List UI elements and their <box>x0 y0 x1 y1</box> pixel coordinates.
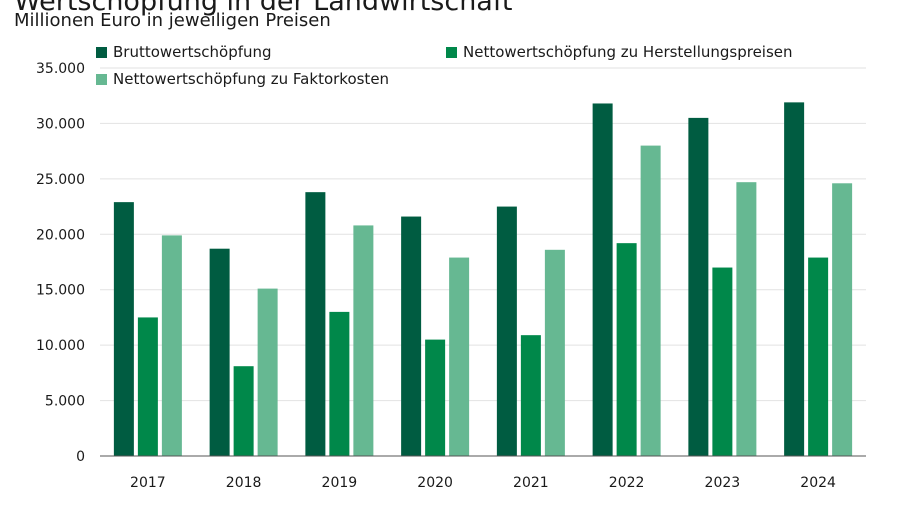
bar-2021-1 <box>496 206 517 456</box>
legend-label: Bruttowertschöpfung <box>113 43 272 61</box>
bar-2022-2 <box>616 243 637 456</box>
bar-2019-3 <box>353 225 374 456</box>
y-tick-label: 20.000 <box>36 227 85 243</box>
bar-2023-3 <box>736 182 757 456</box>
y-tick-label: 10.000 <box>36 338 85 354</box>
bar-2017-3 <box>161 235 182 456</box>
bar-2023-2 <box>712 267 733 456</box>
y-tick-label: 30.000 <box>36 116 85 132</box>
bar-2020-3 <box>449 257 470 456</box>
x-tick-label: 2018 <box>226 475 262 491</box>
bar-2020-1 <box>401 216 422 456</box>
bar-2022-3 <box>640 145 661 456</box>
bar-2021-2 <box>520 335 541 456</box>
legend-label: Nettowertschöpfung zu Faktorkosten <box>113 70 389 88</box>
legend: Bruttowertschöpfung Nettowertschöpfung zu… <box>96 43 793 88</box>
bars <box>113 102 853 456</box>
x-tick-label: 2017 <box>130 475 166 491</box>
y-tick-label: 15.000 <box>36 283 85 299</box>
bar-2017-2 <box>137 317 158 456</box>
x-tick-label: 2024 <box>800 475 836 491</box>
y-tick-label: 35.000 <box>36 61 85 77</box>
bar-2024-3 <box>832 183 853 456</box>
y-tick-label: 25.000 <box>36 172 85 188</box>
x-tick-label: 2021 <box>513 475 549 491</box>
legend-swatch <box>446 47 457 58</box>
bar-2019-1 <box>305 192 326 456</box>
x-tick-label: 2023 <box>705 475 741 491</box>
x-tick-label: 2019 <box>322 475 358 491</box>
legend-swatch <box>96 47 107 58</box>
x-tick-label: 2020 <box>417 475 453 491</box>
bar-2023-1 <box>688 117 709 456</box>
bar-2018-2 <box>233 366 254 456</box>
bar-2017-1 <box>113 202 134 456</box>
x-axis: 2017 2018 2019 2020 2021 2022 2023 2024 <box>100 455 866 491</box>
bar-2019-2 <box>329 311 350 456</box>
y-tick-label: 0 <box>76 449 85 465</box>
y-tick-label: 5.000 <box>45 394 85 410</box>
y-axis: 0 5.000 10.000 15.000 20.000 25.000 30.000 35.0… <box>36 61 85 465</box>
x-tick-label: 2022 <box>609 475 645 491</box>
bar-2018-1 <box>209 248 230 456</box>
bar-2021-3 <box>544 249 565 456</box>
chart-subtitle: Millionen Euro in jeweiligen Preisen <box>14 10 331 31</box>
bar-2022-1 <box>592 103 613 456</box>
legend-label: Nettowertschöpfung zu Herstellungspreise… <box>463 43 793 61</box>
bar-2018-3 <box>257 288 278 456</box>
bar-2024-2 <box>808 257 829 456</box>
bar-2020-2 <box>425 339 446 456</box>
bar-2024-1 <box>784 102 805 456</box>
chart-title: Wertschöpfung in der Landwirtschaft <box>14 0 513 17</box>
legend-swatch <box>96 74 107 85</box>
